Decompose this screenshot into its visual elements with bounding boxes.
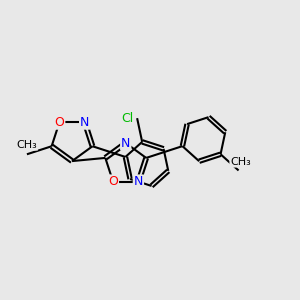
Text: Cl: Cl <box>122 112 134 125</box>
Text: CH₃: CH₃ <box>16 140 37 150</box>
Text: N: N <box>80 116 89 129</box>
Text: O: O <box>55 116 64 129</box>
Text: O: O <box>108 176 118 188</box>
Text: N: N <box>121 136 130 150</box>
Text: CH₃: CH₃ <box>230 157 251 167</box>
Text: N: N <box>134 176 143 188</box>
